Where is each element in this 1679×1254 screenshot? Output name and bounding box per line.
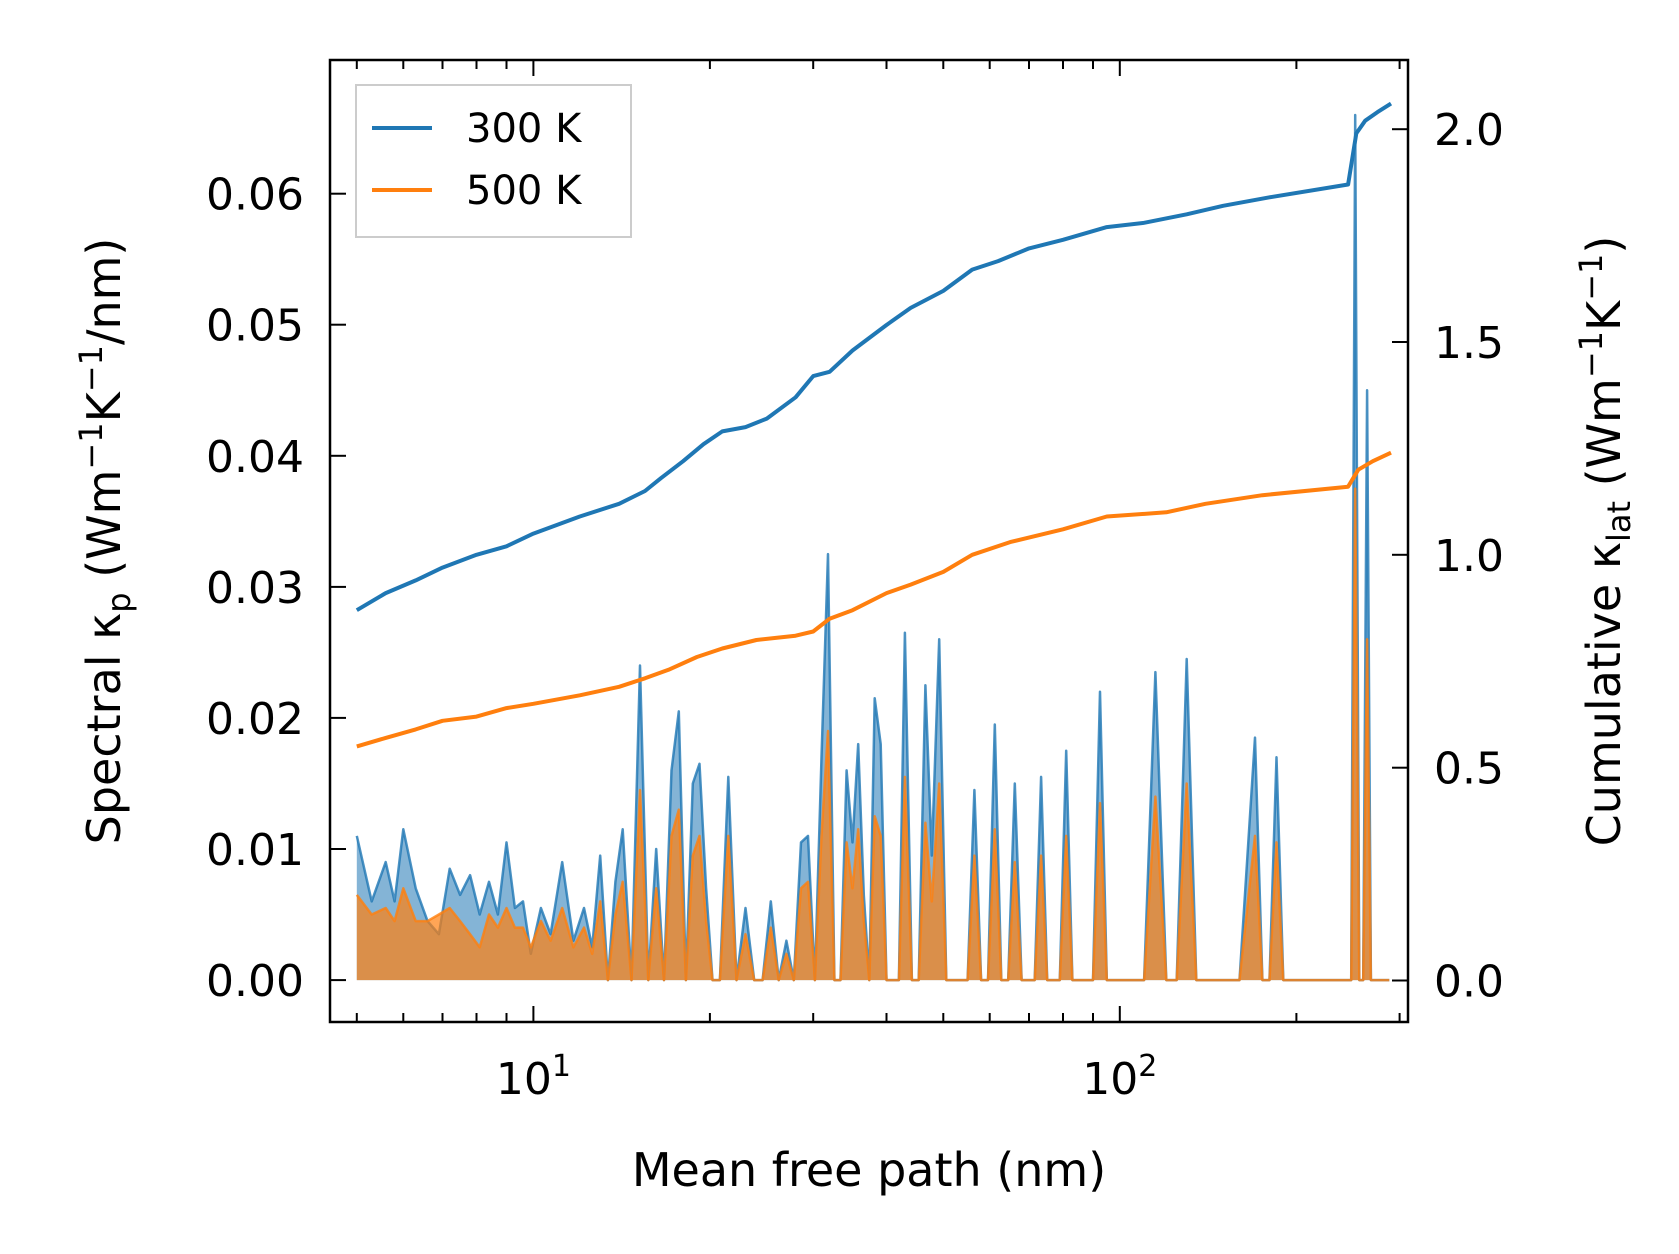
y-tick-label: 0.00 bbox=[206, 956, 304, 1007]
y-tick-label: 0.01 bbox=[206, 825, 304, 876]
y-tick-label: 0.03 bbox=[206, 563, 304, 614]
y-tick-label: 0.06 bbox=[206, 170, 304, 221]
x-tick-label-exp: 2 bbox=[1138, 1049, 1157, 1084]
y2-axis-label-units-open: (Wm bbox=[1577, 378, 1631, 501]
cumulative-line-300k bbox=[355, 101, 1393, 612]
legend: 300 K 500 K bbox=[355, 84, 632, 238]
y-axis-label-sup2: −1 bbox=[72, 345, 110, 392]
y-axis-label-sub: p bbox=[100, 592, 138, 612]
y-tick-label: 0.05 bbox=[206, 301, 304, 352]
spectral-line-500k bbox=[355, 487, 1390, 982]
spectral-layer bbox=[355, 113, 1390, 982]
tick-layer: 101 1020.000.010.020.030.040.050.060.00.5… bbox=[206, 60, 1504, 1105]
y2-axis-label-main: Cumulative κ bbox=[1577, 542, 1631, 846]
x-axis-label: Mean free path (nm) bbox=[632, 1143, 1106, 1197]
y-axis-label-units-mid: K bbox=[77, 390, 131, 422]
x-tick-label-exp: 1 bbox=[552, 1049, 571, 1084]
y2-axis-label-units-close: ) bbox=[1577, 236, 1631, 254]
plot-frame bbox=[328, 58, 1410, 1024]
y2-axis-label-sup1: −1 bbox=[1572, 331, 1610, 378]
x-tick-label-base: 10 bbox=[496, 1054, 552, 1105]
cumulative-line-500k bbox=[356, 450, 1392, 749]
legend-label-300k: 300 K bbox=[466, 106, 583, 152]
y2-tick-label: 1.5 bbox=[1434, 318, 1504, 369]
x-tick-label: 101 bbox=[496, 1049, 571, 1105]
y2-axis-label-units-mid: K bbox=[1577, 299, 1631, 331]
y2-tick-label: 0.0 bbox=[1434, 957, 1504, 1008]
y-axis-label-units-close: /nm) bbox=[77, 238, 131, 345]
y-axis-label-main: Spectral κ bbox=[77, 613, 131, 845]
y-tick-label: 0.02 bbox=[206, 694, 304, 745]
cumulative-layer bbox=[355, 101, 1393, 749]
y-axis-label-sup1: −1 bbox=[72, 422, 110, 469]
y2-axis-label-sub: lat bbox=[1600, 501, 1638, 542]
x-tick-label: 102 bbox=[1082, 1049, 1157, 1105]
y-tick-label: 0.04 bbox=[206, 432, 304, 483]
y-axis-label-units-open: (Wm bbox=[77, 470, 131, 593]
legend-box bbox=[355, 84, 632, 238]
y2-axis-label: Cumulative κlat (Wm−1K−1) bbox=[1572, 236, 1638, 847]
y2-axis-label-sup2: −1 bbox=[1572, 254, 1610, 301]
x-tick-label-base: 10 bbox=[1082, 1054, 1138, 1105]
y2-tick-label: 2.0 bbox=[1434, 105, 1504, 156]
y2-tick-label: 1.0 bbox=[1434, 531, 1504, 582]
y2-tick-label: 0.5 bbox=[1434, 744, 1504, 795]
y-axis-label: Spectral κp (Wm−1K−1/nm) bbox=[72, 238, 138, 845]
legend-label-500k: 500 K bbox=[466, 168, 583, 214]
